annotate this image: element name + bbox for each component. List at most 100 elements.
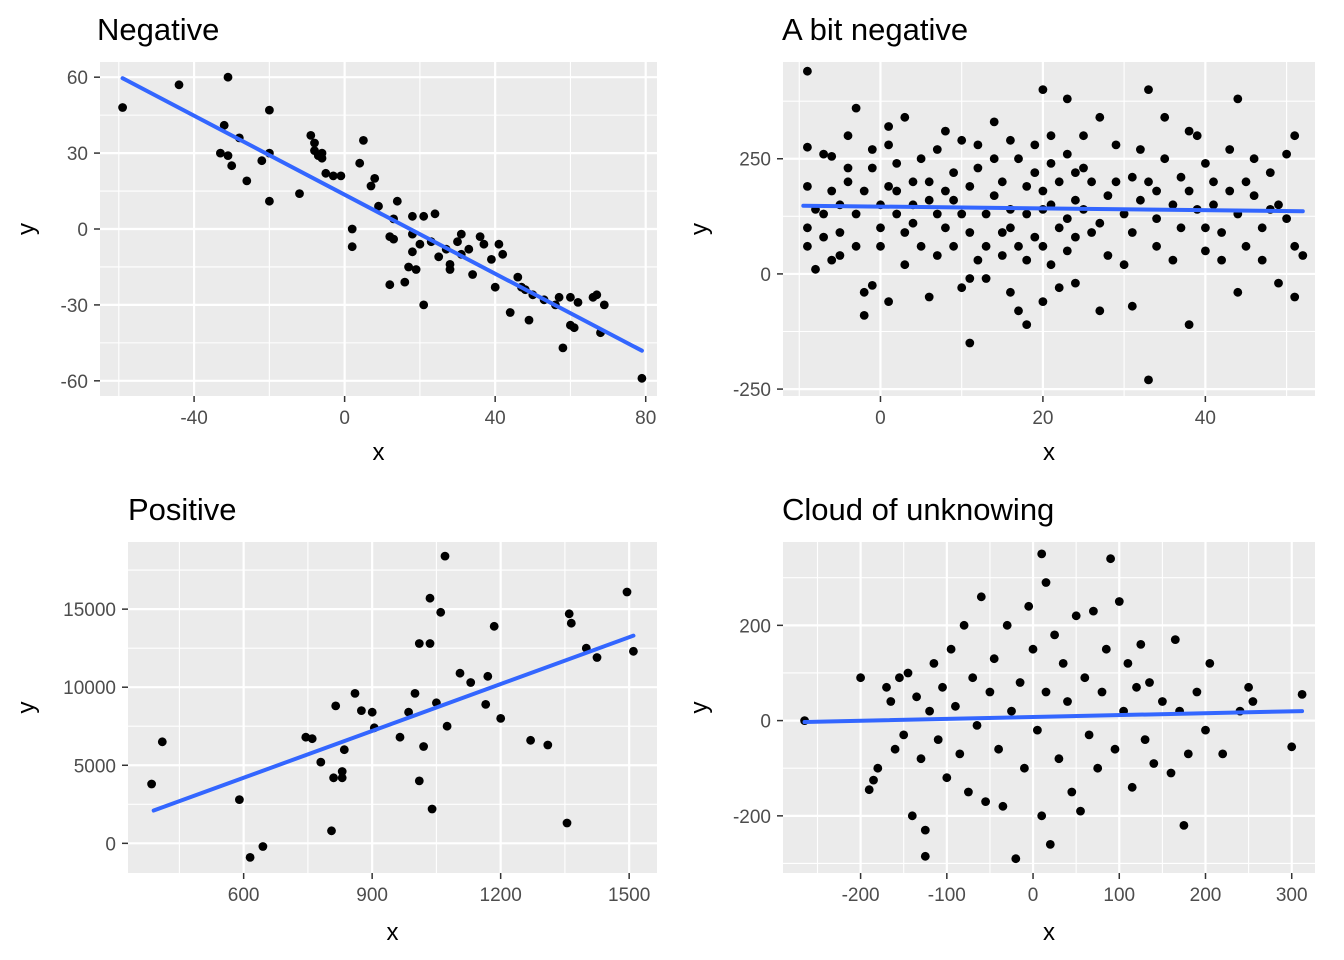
data-point: [466, 678, 476, 687]
data-point: [1037, 549, 1047, 559]
x-tick-label: 0: [339, 408, 350, 429]
data-point: [1022, 320, 1032, 329]
trend-line: [801, 203, 1305, 214]
data-point: [903, 668, 913, 678]
data-point: [1046, 159, 1056, 168]
data-point: [1038, 186, 1048, 196]
data-point: [329, 773, 338, 783]
data-point: [1062, 214, 1072, 224]
data-point: [1114, 597, 1124, 606]
data-point: [265, 105, 274, 115]
data-point: [1201, 246, 1210, 256]
chart-panel-1: 0 20 40 -250 0 250 A bit negative x y: [686, 12, 1315, 466]
data-point: [257, 156, 267, 166]
data-point: [554, 292, 564, 302]
data-point: [1014, 154, 1023, 164]
data-point: [118, 103, 127, 112]
data-point: [867, 281, 877, 290]
data-point: [295, 189, 304, 199]
data-point: [223, 151, 233, 161]
data-point: [331, 701, 341, 711]
data-point: [973, 163, 983, 173]
data-point: [932, 209, 942, 219]
data-point: [1282, 149, 1291, 159]
data-point: [976, 592, 986, 602]
data-point: [1022, 182, 1032, 191]
data-point: [1087, 228, 1096, 237]
data-point: [1041, 578, 1051, 587]
data-point: [483, 671, 493, 681]
data-point: [1257, 223, 1267, 233]
data-point: [900, 260, 910, 270]
x-tick-label: 100: [1103, 885, 1135, 906]
data-point: [843, 177, 853, 187]
data-point: [900, 228, 910, 237]
data-point: [357, 706, 366, 715]
data-point: [1022, 209, 1032, 219]
chart-title: A bit negative: [782, 12, 968, 47]
data-point: [932, 251, 942, 260]
data-point: [997, 228, 1007, 237]
chart-title: Cloud of unknowing: [782, 492, 1054, 527]
data-point: [819, 232, 828, 242]
data-point: [1054, 223, 1064, 233]
data-point: [216, 148, 225, 158]
data-point: [1192, 131, 1202, 141]
data-point: [851, 209, 861, 219]
data-point: [1127, 172, 1137, 182]
x-tick-label: -100: [928, 885, 966, 906]
data-point: [803, 66, 812, 76]
data-point: [1106, 554, 1115, 564]
trend-line: [120, 76, 644, 353]
data-point: [1054, 754, 1064, 764]
data-point: [916, 754, 926, 764]
data-point: [1233, 287, 1243, 297]
data-point: [434, 252, 444, 262]
data-point: [1201, 725, 1210, 735]
x-axis-title: x: [387, 919, 399, 946]
data-point: [912, 692, 921, 702]
y-tick-label: -200: [733, 807, 771, 828]
y-tick-label: 200: [739, 616, 771, 637]
data-point: [1205, 659, 1215, 668]
data-point: [886, 697, 896, 706]
chart-panel-3: -200 -100 0 100 200 300 -200 0 200 Cloud of unkno…: [686, 492, 1315, 946]
data-point: [1046, 131, 1056, 141]
y-tick-label: -30: [61, 296, 88, 317]
data-point: [498, 249, 508, 259]
data-point: [1084, 730, 1094, 740]
data-point: [1089, 606, 1098, 616]
data-point: [526, 735, 535, 745]
data-point: [955, 749, 965, 759]
data-point: [328, 171, 338, 181]
data-point: [892, 159, 902, 168]
data-point: [859, 186, 869, 196]
data-point: [1249, 191, 1259, 201]
data-point: [899, 730, 909, 740]
data-point: [258, 842, 268, 851]
data-point: [1071, 168, 1080, 178]
data-point: [370, 174, 380, 183]
data-point: [884, 182, 893, 191]
data-point: [1030, 140, 1040, 150]
x-tick-label: 1200: [480, 885, 522, 906]
data-point: [1158, 697, 1167, 706]
data-point: [803, 241, 812, 251]
data-point: [456, 229, 466, 239]
data-point: [864, 785, 874, 795]
data-point: [1062, 246, 1072, 256]
data-point: [592, 653, 602, 662]
data-point: [920, 825, 930, 835]
data-point: [932, 145, 942, 154]
data-point: [949, 195, 958, 205]
data-point: [869, 775, 878, 785]
y-axis-title: y: [686, 223, 713, 235]
data-point: [1111, 177, 1121, 187]
data-point: [819, 209, 828, 219]
data-point: [1127, 228, 1137, 237]
data-point: [400, 277, 410, 287]
x-tick-label: 300: [1276, 885, 1308, 906]
data-point: [916, 241, 926, 251]
data-point: [892, 186, 902, 196]
data-point: [851, 241, 861, 251]
